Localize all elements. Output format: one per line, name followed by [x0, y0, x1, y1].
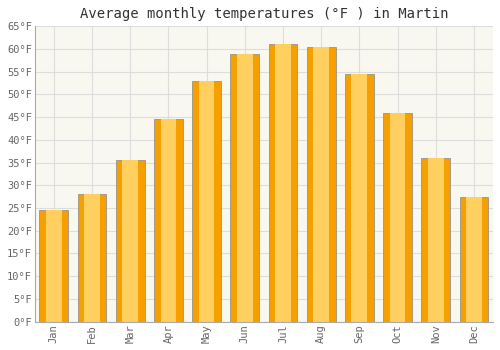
Bar	[192, 81, 221, 322]
Bar	[46, 210, 62, 322]
Bar	[390, 113, 406, 322]
Bar	[116, 160, 144, 322]
Bar	[84, 194, 100, 322]
Bar	[345, 74, 374, 322]
Bar	[268, 44, 298, 322]
Title: Average monthly temperatures (°F ) in Martin: Average monthly temperatures (°F ) in Ma…	[80, 7, 448, 21]
Bar	[78, 194, 106, 322]
Bar	[307, 47, 336, 322]
Bar	[40, 210, 68, 322]
Bar	[237, 54, 252, 322]
Bar	[230, 54, 259, 322]
Bar	[314, 47, 329, 322]
Bar	[198, 81, 214, 322]
Bar	[466, 197, 482, 322]
Bar	[428, 158, 444, 322]
Bar	[383, 113, 412, 322]
Bar	[460, 197, 488, 322]
Bar	[352, 74, 368, 322]
Bar	[275, 44, 291, 322]
Bar	[122, 160, 138, 322]
Bar	[160, 119, 176, 322]
Bar	[422, 158, 450, 322]
Bar	[154, 119, 182, 322]
